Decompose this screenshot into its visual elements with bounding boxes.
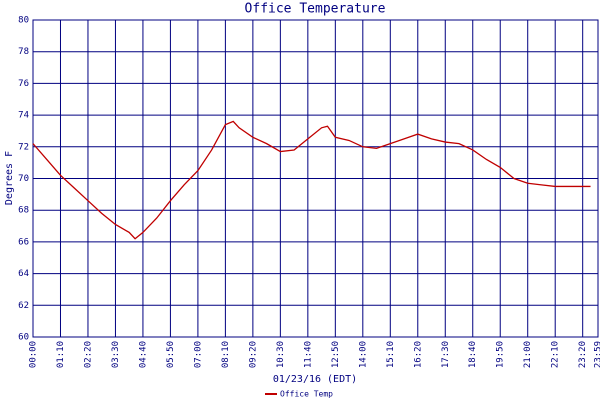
x-tick-label: 19:50 xyxy=(496,341,506,368)
x-tick-label: 10:30 xyxy=(276,341,286,368)
x-tick-label: 21:00 xyxy=(523,341,533,368)
x-tick-label: 05:50 xyxy=(166,341,176,368)
x-tick-label: 09:20 xyxy=(248,341,258,368)
y-tick-label: 64 xyxy=(18,269,29,279)
x-tick-label: 02:20 xyxy=(83,341,93,368)
x-axis-title: 01/23/16 (EDT) xyxy=(273,374,357,385)
plot-border xyxy=(32,19,599,338)
data-line xyxy=(32,120,591,240)
x-tick-label: 23:59 xyxy=(594,341,600,368)
x-tick-label: 22:10 xyxy=(551,341,561,368)
y-tick-label: 72 xyxy=(18,142,29,152)
x-tick-label: 23:20 xyxy=(578,341,588,368)
y-tick-label: 70 xyxy=(18,174,29,184)
x-tick-label: 15:10 xyxy=(386,341,396,368)
y-tick-label: 80 xyxy=(18,16,29,26)
x-tick-label: 04:40 xyxy=(138,341,148,368)
y-tick-label: 76 xyxy=(18,79,29,89)
x-tick-label: 01:10 xyxy=(56,341,66,368)
x-tick-label: 18:40 xyxy=(468,341,478,368)
x-tick-label: 14:00 xyxy=(358,341,368,368)
x-tick-label: 17:30 xyxy=(441,341,451,368)
x-tick-label: 00:00 xyxy=(29,341,39,368)
y-tick-label: 62 xyxy=(18,301,29,311)
chart-title: Office Temperature xyxy=(245,2,386,17)
legend-label: Office Temp xyxy=(280,390,333,399)
y-tick-label: 66 xyxy=(18,237,29,247)
y-tick-label: 78 xyxy=(18,47,29,57)
x-tick-label: 11:40 xyxy=(303,341,313,368)
y-tick-label: 60 xyxy=(18,333,29,343)
x-tick-label: 16:20 xyxy=(413,341,423,368)
y-tick-label: 74 xyxy=(18,111,29,121)
x-tick-label: 03:30 xyxy=(111,341,121,368)
x-tick-label: 08:10 xyxy=(221,341,231,368)
y-tick-label: 68 xyxy=(18,206,29,216)
y-axis-title: Degrees F xyxy=(4,151,15,205)
x-tick-label: 12:50 xyxy=(331,341,341,368)
x-tick-label: 07:00 xyxy=(193,341,203,368)
